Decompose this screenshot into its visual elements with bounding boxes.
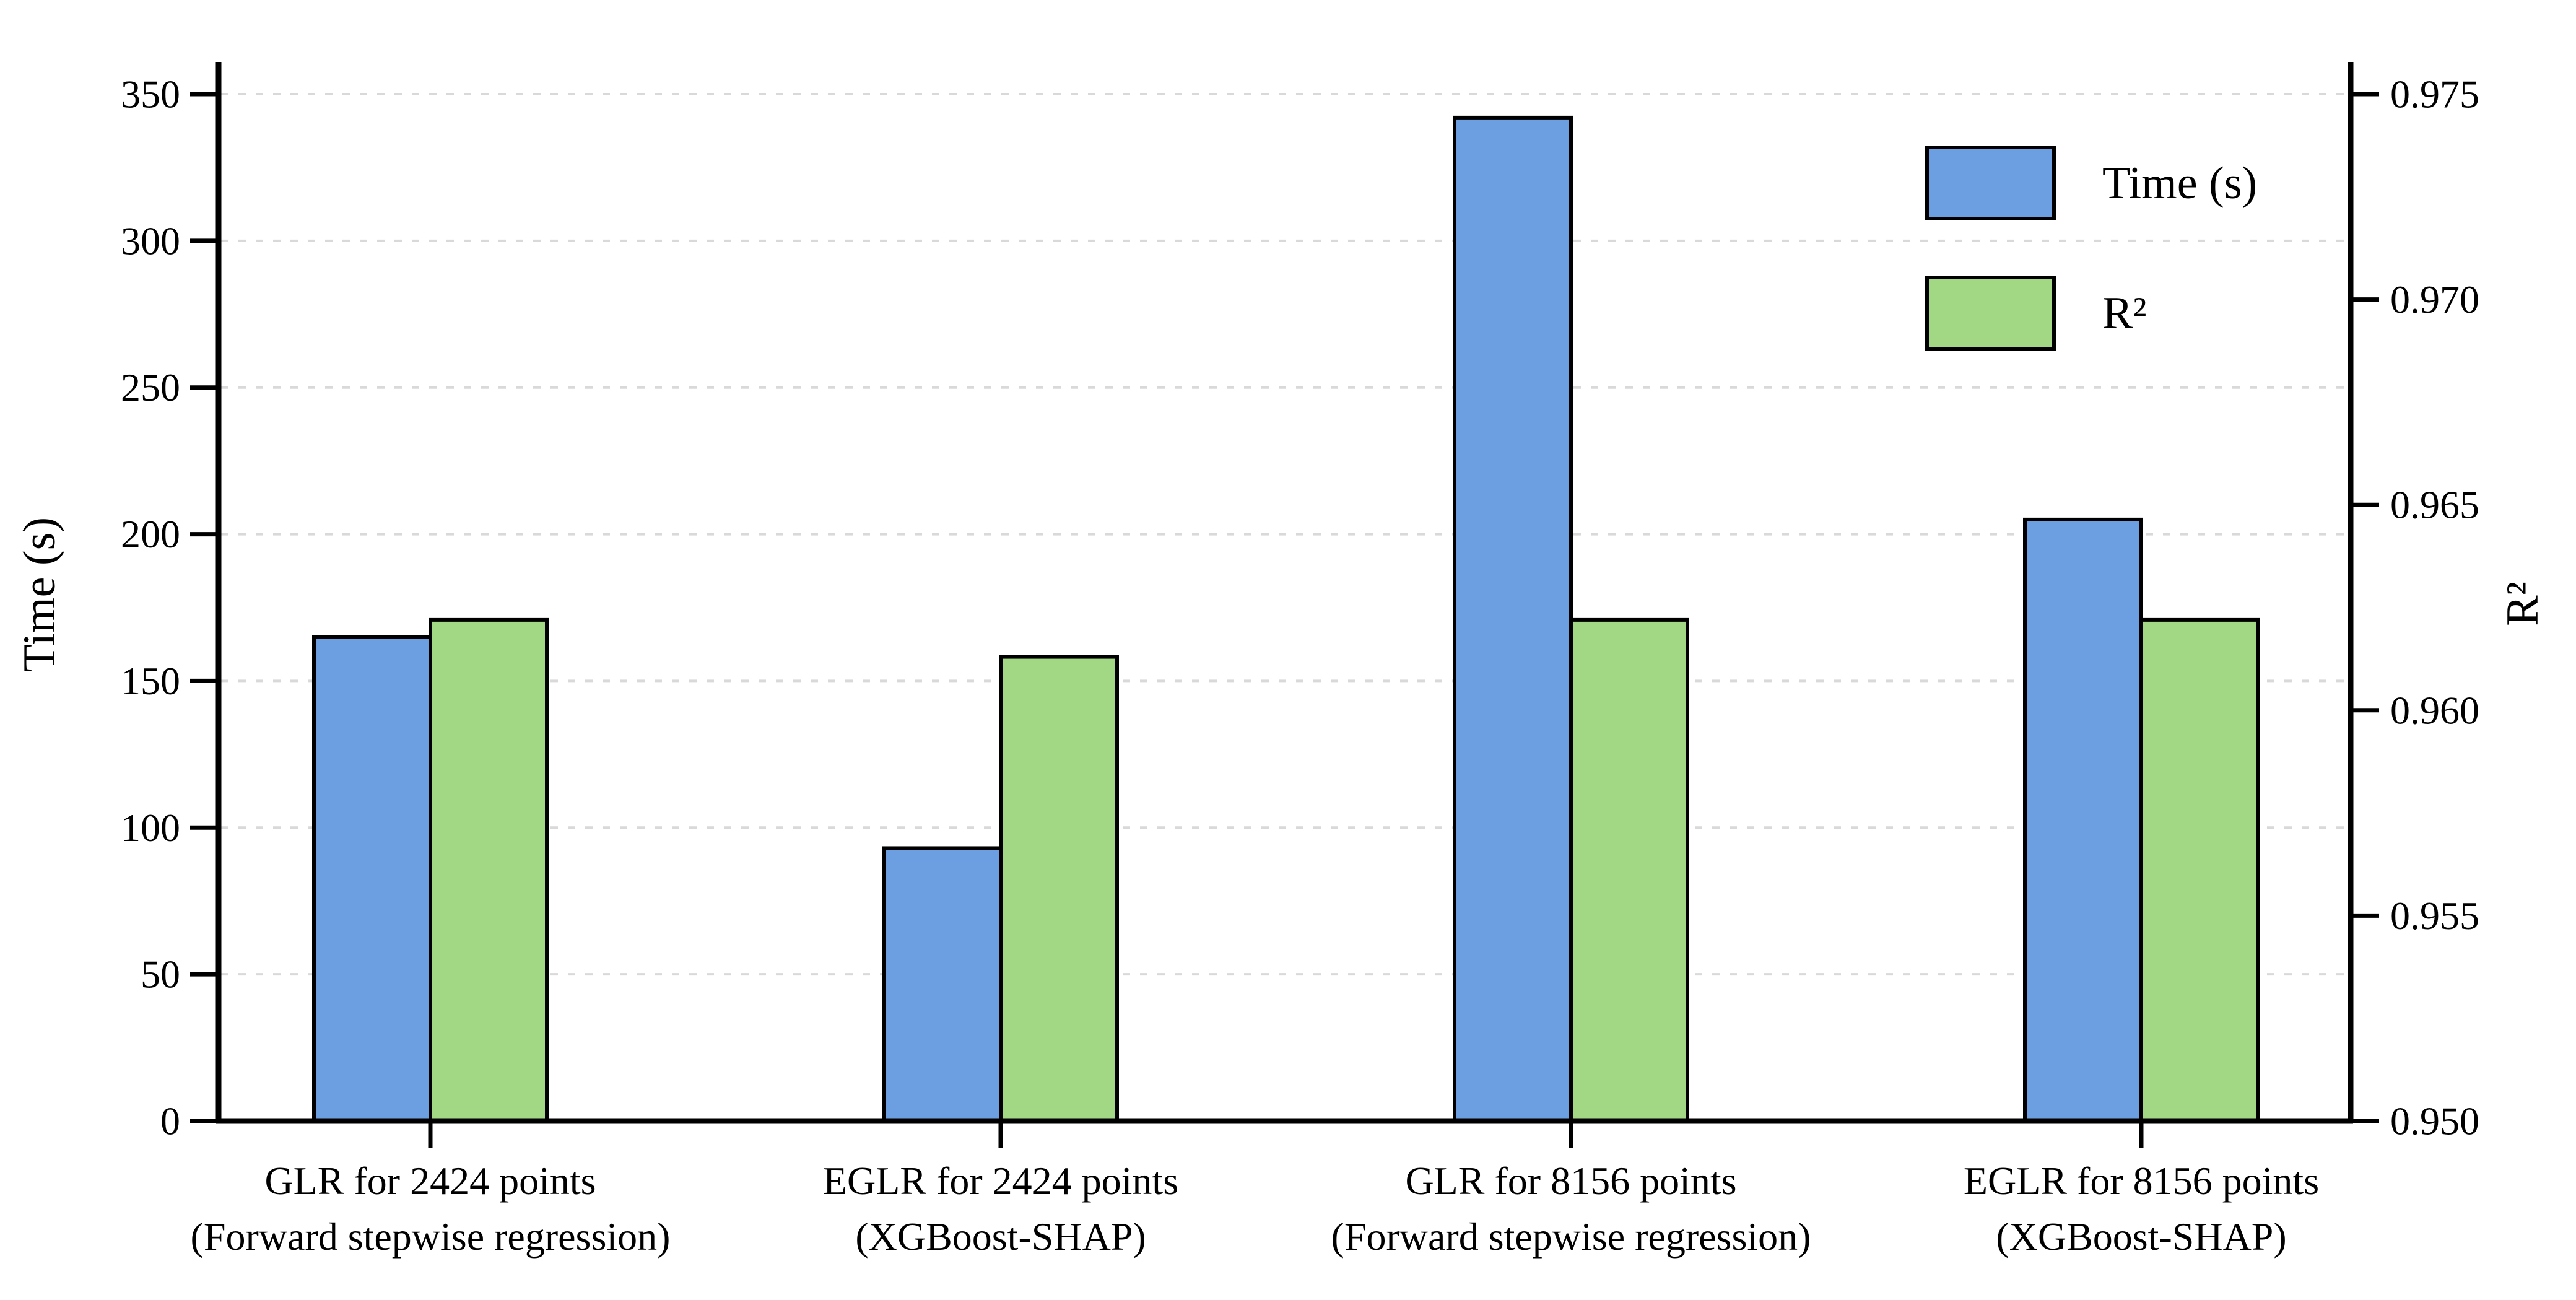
legend-swatch-r2	[1925, 276, 2056, 351]
bar-r2-1	[999, 655, 1119, 1123]
legend-label-r2: R²	[2102, 288, 2147, 339]
left-tick-label-100: 100	[121, 806, 180, 850]
category-label-line1-3: EGLR for 8156 points	[1964, 1159, 2319, 1203]
category-label-line2-1: (XGBoost-SHAP)	[855, 1215, 1146, 1259]
left-axis-title: Time (s)	[14, 517, 65, 672]
right-axis-title: R²	[2497, 582, 2548, 626]
legend: Time (s) R²	[1925, 146, 2257, 351]
tick-marks-layer	[190, 92, 2379, 1148]
legend-swatch-time	[1925, 146, 2056, 220]
right-tick-label-0.960: 0.960	[2390, 688, 2479, 732]
tick-labels-layer: 0 50 100 150 200 250 300 350 0.950 0.955 0.960 0.96…	[121, 72, 2479, 1259]
bar-time-1	[882, 846, 1003, 1123]
left-tick-label-150: 150	[121, 659, 180, 703]
bar-time-2	[1453, 115, 1573, 1123]
category-label-line1-2: GLR for 8156 points	[1405, 1159, 1736, 1203]
legend-label-time: Time (s)	[2102, 158, 2257, 209]
right-tick-label-0.965: 0.965	[2390, 483, 2479, 527]
gridlines-layer	[221, 93, 2348, 976]
bars-layer	[312, 115, 2260, 1123]
left-tick-label-0: 0	[160, 1099, 180, 1143]
bar-r2-3	[2139, 617, 2260, 1123]
category-label-line1-1: EGLR for 2424 points	[823, 1159, 1178, 1203]
left-tick-label-350: 350	[121, 72, 180, 116]
right-tick-label-0.975: 0.975	[2390, 72, 2479, 116]
bar-time-3	[2023, 517, 2143, 1123]
left-tick-label-50: 50	[141, 953, 180, 997]
right-tick-label-0.955: 0.955	[2390, 894, 2479, 938]
bar-time-0	[312, 635, 432, 1123]
bar-r2-2	[1569, 617, 1689, 1123]
left-tick-label-200: 200	[121, 512, 180, 556]
category-label-line1-0: GLR for 2424 points	[264, 1159, 596, 1203]
left-tick-label-250: 250	[121, 365, 180, 409]
bar-r2-0	[429, 617, 549, 1123]
right-tick-label-0.950: 0.950	[2390, 1099, 2479, 1143]
left-tick-label-300: 300	[121, 219, 180, 263]
right-tick-label-0.970: 0.970	[2390, 277, 2479, 321]
category-label-line2-0: (Forward stepwise regression)	[191, 1215, 671, 1259]
category-label-line2-3: (XGBoost-SHAP)	[1996, 1215, 2286, 1259]
category-label-line2-2: (Forward stepwise regression)	[1331, 1215, 1811, 1259]
